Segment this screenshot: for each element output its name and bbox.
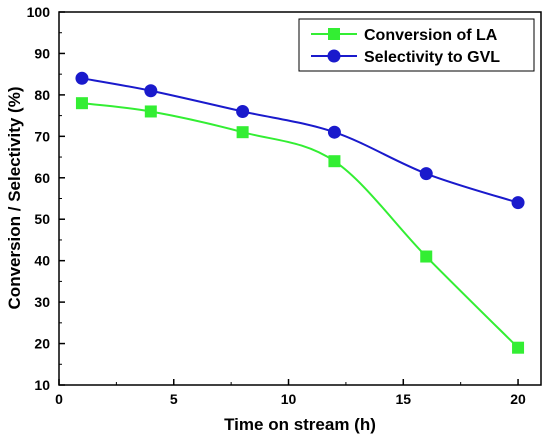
y-tick-label: 50 [34, 211, 50, 227]
data-point-selectivity [144, 84, 158, 98]
data-point-conversion [420, 250, 433, 263]
ticks: 0 5 10 15 20 10 20 30 40 50 60 70 80 90 100 [27, 4, 526, 407]
data-point-conversion [75, 97, 88, 110]
legend-label-selectivity: Selectivity to GVL [364, 49, 500, 66]
data-point-conversion [144, 105, 157, 118]
data-point-selectivity [511, 196, 525, 210]
x-tick-label: 15 [395, 391, 411, 407]
data-point-conversion [328, 155, 341, 168]
legend-box [298, 18, 535, 72]
data-point-selectivity [236, 104, 250, 118]
y-tick-label: 30 [34, 294, 50, 310]
legend-label-conversion: Conversion of LA [364, 27, 498, 44]
x-tick-label: 10 [281, 391, 297, 407]
series-line-selectivity [81, 77, 519, 204]
y-tick-label: 70 [34, 128, 50, 144]
legend-marker-selectivity [327, 49, 341, 63]
y-axis-title: Conversion / Selectivity (%) [5, 87, 24, 310]
data-point-conversion [236, 126, 249, 139]
x-tick-label: 5 [170, 391, 178, 407]
data-point-selectivity [327, 125, 341, 139]
y-tick-label: 100 [27, 4, 51, 20]
y-tick-label: 20 [34, 336, 50, 352]
y-tick-label: 10 [34, 377, 50, 393]
legend: Conversion of LA Selectivity to GVL [298, 18, 535, 72]
x-tick-label: 20 [510, 391, 526, 407]
data-point-selectivity [419, 167, 433, 181]
x-axis-title: Time on stream (h) [224, 415, 376, 434]
legend-marker-conversion [328, 28, 340, 40]
series-line-conversion [81, 102, 519, 349]
data-point-conversion [512, 341, 525, 354]
y-tick-label: 60 [34, 170, 50, 186]
x-tick-label: 0 [55, 391, 63, 407]
series-layer [75, 71, 525, 354]
y-tick-label: 40 [34, 253, 50, 269]
y-tick-label: 90 [34, 45, 50, 61]
y-tick-label: 80 [34, 87, 50, 103]
data-point-selectivity [75, 71, 89, 85]
